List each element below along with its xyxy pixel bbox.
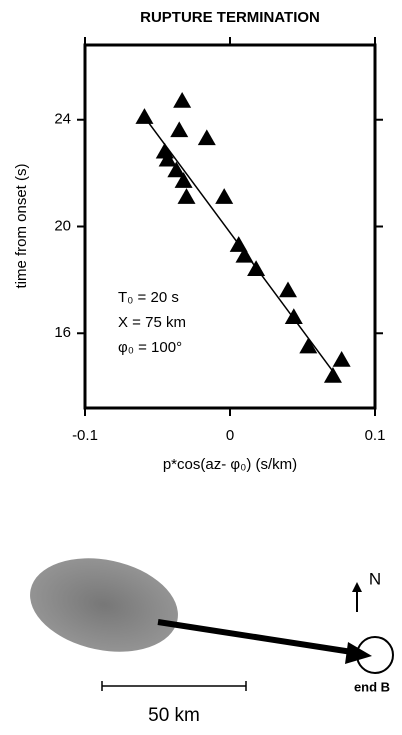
data-point xyxy=(229,236,248,252)
data-point xyxy=(158,150,177,167)
data-point xyxy=(299,337,318,354)
data-point xyxy=(235,246,254,263)
scale-label: 50 km xyxy=(148,705,200,726)
annotation: X = 75 km xyxy=(118,314,186,331)
arrow-head xyxy=(345,642,372,664)
annotation: T₀ = 20 s xyxy=(118,289,179,306)
y-tick-label: 20 xyxy=(54,217,71,234)
end-circle xyxy=(356,636,394,674)
y-tick-label: 24 xyxy=(54,111,71,128)
x-tick-label: 0.1 xyxy=(365,427,386,444)
data-point xyxy=(135,108,154,124)
data-point xyxy=(332,350,351,367)
data-point xyxy=(170,121,189,138)
north-label: N xyxy=(369,569,381,588)
north-arrow-head xyxy=(352,582,362,592)
end-label: end B xyxy=(354,679,390,694)
x-tick-label: 0 xyxy=(226,427,234,444)
rupture-area xyxy=(30,558,178,652)
y-axis-label: time from onset (s) xyxy=(13,163,30,288)
chart-title: RUPTURE TERMINATION xyxy=(140,9,320,26)
data-point xyxy=(173,92,192,108)
annotation: φ₀ = 100° xyxy=(118,339,182,356)
x-axis-label: p*cos(az- φ₀) (s/km) xyxy=(163,456,297,473)
data-point xyxy=(174,172,193,188)
data-point xyxy=(215,188,234,204)
data-point xyxy=(284,308,303,324)
x-tick-label: -0.1 xyxy=(72,427,98,444)
data-point xyxy=(323,366,342,383)
data-point xyxy=(247,260,266,276)
data-point xyxy=(177,188,196,204)
data-point xyxy=(167,161,186,178)
rupture-arrow xyxy=(157,619,353,655)
y-tick-label: 16 xyxy=(54,324,71,341)
data-point xyxy=(197,129,216,146)
data-point xyxy=(279,281,297,298)
